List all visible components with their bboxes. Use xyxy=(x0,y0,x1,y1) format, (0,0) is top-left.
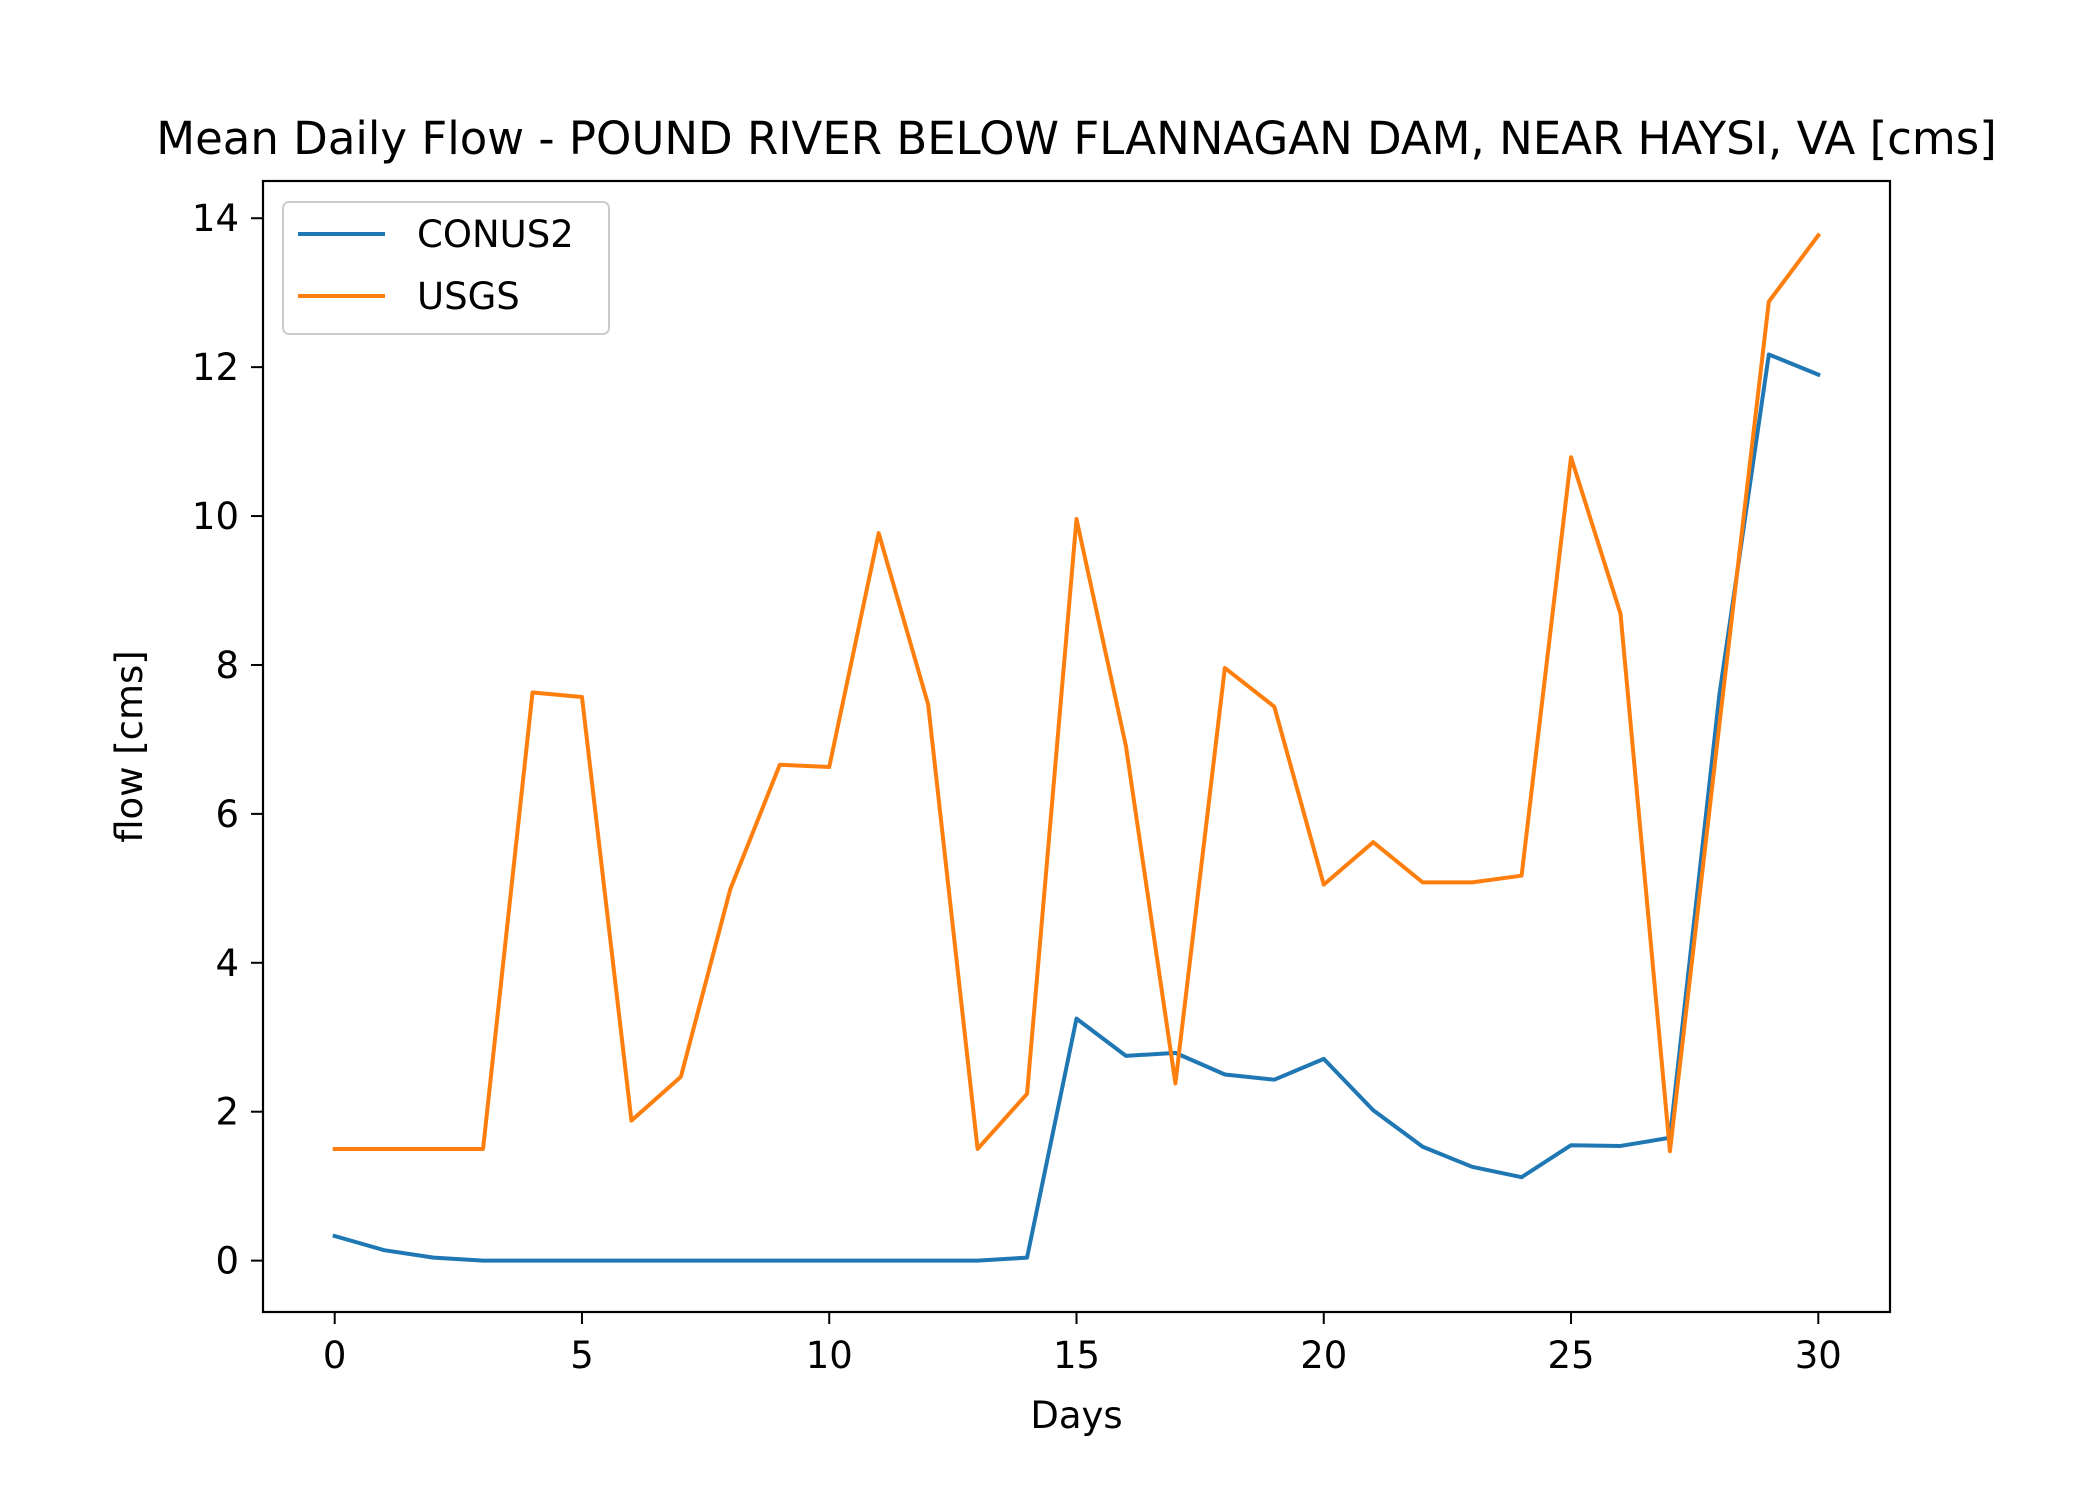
x-tick-label: 5 xyxy=(570,1334,594,1377)
y-tick-label: 8 xyxy=(215,644,239,687)
y-axis-label: flow [cms] xyxy=(108,650,151,843)
x-tick-label: 0 xyxy=(323,1334,347,1377)
plot-area: 0 5 10 15 20 25 30 0 2 4 6 8 10 12 14 xyxy=(192,179,1892,1377)
x-tick-label: 15 xyxy=(1053,1334,1100,1377)
x-tick-label: 25 xyxy=(1547,1334,1594,1377)
series-line-usgs xyxy=(332,232,1822,1154)
legend: CONUS2 USGS xyxy=(282,201,610,335)
x-tick-label: 20 xyxy=(1300,1334,1347,1377)
y-tick-label: 10 xyxy=(192,495,239,538)
legend-label-conus2: CONUS2 xyxy=(417,213,574,256)
y-tick-label: 0 xyxy=(215,1240,239,1283)
y-tick-label: 2 xyxy=(215,1091,239,1134)
x-tick-label: 30 xyxy=(1795,1334,1842,1377)
y-tick-label: 14 xyxy=(192,197,239,240)
y-tick-label: 6 xyxy=(215,793,239,836)
y-tick-label: 4 xyxy=(215,942,239,985)
legend-label-usgs: USGS xyxy=(417,275,520,318)
chart-title: Mean Daily Flow - POUND RIVER BELOW FLAN… xyxy=(156,112,1997,165)
x-tick-label: 10 xyxy=(806,1334,853,1377)
y-tick-label: 12 xyxy=(192,346,239,389)
series-line-conus2 xyxy=(332,352,1821,1263)
x-axis-label: Days xyxy=(1030,1394,1122,1437)
